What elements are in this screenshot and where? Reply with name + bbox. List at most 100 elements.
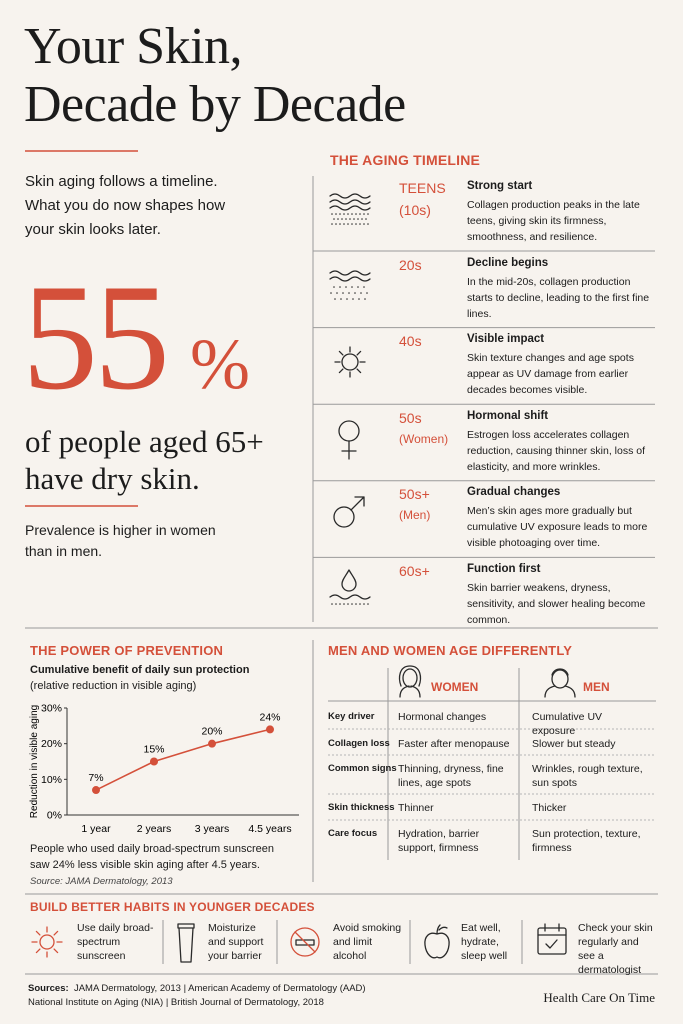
- section-title: THE POWER OF PREVENTION: [30, 643, 224, 658]
- stage: 20s: [399, 256, 422, 273]
- x-tick-label: 1 year: [81, 823, 111, 835]
- cell: Sun protection, texture, firmness: [532, 828, 641, 854]
- stage: 50s+: [399, 486, 430, 503]
- title-line: Decade by Decade: [24, 76, 406, 133]
- stage: 50s: [399, 409, 422, 426]
- cell: Hydration, barrier support, firmness: [398, 828, 480, 854]
- y-tick-label: 20%: [41, 738, 62, 750]
- icon-man: [544, 668, 576, 698]
- chart-note: People who used daily broad-spectrum sun…: [30, 843, 274, 871]
- stage-text: Skin barrier weakens, dryness, sensitivi…: [467, 582, 646, 626]
- cell: Thinner: [398, 802, 434, 814]
- stage-heading: Gradual changes: [467, 486, 561, 499]
- section-title: BUILD BETTER HABITS IN YOUNGER DECADES: [30, 900, 315, 914]
- point: [150, 757, 158, 766]
- table-row-rules: [328, 728, 656, 821]
- icon-female: [338, 420, 360, 460]
- stage-sub: (Women): [399, 431, 449, 446]
- stage-heading: Decline begins: [467, 256, 549, 269]
- stage: TEENS: [399, 180, 446, 196]
- value-label: 20%: [201, 726, 222, 738]
- icon-male: [333, 496, 365, 528]
- column-header: MEN: [583, 680, 610, 694]
- stage-text: In the mid-20s, collagen production star…: [467, 275, 650, 320]
- stat-caption: of people aged 65+ have dry skin.: [25, 424, 264, 496]
- chart: 0% 10% 20% 30%Reduction in visible aging 1 y…: [29, 703, 299, 835]
- icon-skin-layers: [329, 193, 371, 225]
- y-tick-label: 0%: [47, 810, 62, 822]
- sources: Sources: JAMA Dermatology, 2013 | Americ…: [28, 983, 366, 994]
- chart-title: Cumulative benefit of daily sun protecti…: [30, 664, 250, 676]
- stage-text: Collagen production peaks in the late te…: [467, 199, 640, 243]
- x-tick-label: 3 years: [195, 823, 229, 835]
- column-header: WOMEN: [431, 680, 479, 694]
- intro: Skin aging follows a timeline. What you …: [25, 173, 226, 238]
- stat-note: Prevalence is higher in women than in me…: [25, 522, 216, 559]
- icon-skin-thinning: [329, 270, 371, 300]
- habit: Eat well, hydrate, sleep well: [461, 922, 508, 962]
- stage-heading: Strong start: [467, 180, 533, 192]
- row-label: Key driver: [328, 711, 375, 722]
- x-tick-label: 2 years: [137, 823, 171, 835]
- row-label: Care focus: [328, 828, 378, 839]
- habit: Avoid smoking and limit alcohol: [333, 922, 402, 962]
- brand: Health Care On Time: [543, 990, 655, 1005]
- stage-text: Skin texture changes and age spots appea…: [467, 352, 634, 397]
- row-label: Collagen loss: [328, 738, 390, 749]
- stat-unit: %: [190, 324, 250, 404]
- icon-sun: [334, 346, 366, 378]
- cell: Thinning, dryness, fine lines, age spots: [398, 763, 504, 789]
- cell: Thicker: [532, 802, 567, 814]
- point: [92, 786, 100, 795]
- icon-tube: [177, 923, 195, 963]
- cell: Hormonal changes: [398, 711, 487, 723]
- icon-no-smoking: [290, 927, 320, 957]
- value-label: 7%: [88, 772, 103, 784]
- cell: Cumulative UV exposure: [532, 711, 603, 737]
- habit: Use daily broad-spectrum sunscreen: [77, 922, 154, 962]
- table-rules: [328, 668, 656, 860]
- stage-heading: Function first: [467, 563, 541, 575]
- section-title: THE AGING TIMELINE: [330, 152, 481, 168]
- habit: Check your skin regularly and see a derm…: [578, 922, 653, 976]
- chart-subtitle: (relative reduction in visible aging): [30, 680, 197, 692]
- stage: 60s+: [399, 563, 430, 579]
- stage-text: Estrogen loss accelerates collagen reduc…: [467, 428, 646, 473]
- cell: Slower but steady: [532, 738, 616, 750]
- point: [208, 739, 216, 748]
- cell: Wrinkles, rough texture, sun spots: [532, 763, 643, 789]
- icon-calendar: [537, 923, 567, 955]
- line: [95, 728, 271, 791]
- y-tick-label: 30%: [41, 703, 62, 715]
- title-line: Your Skin,: [24, 18, 243, 75]
- y-tick-label: 10%: [41, 774, 62, 786]
- cell: Faster after menopause: [398, 738, 510, 750]
- value-label: 24%: [259, 711, 280, 723]
- stage-sub: (Men): [399, 508, 431, 523]
- title: Your Skin, Decade by Decade: [24, 18, 406, 134]
- stage-sub: (10s): [399, 202, 431, 218]
- x-tick-label: 4.5 years: [248, 823, 291, 835]
- row-label: Skin thickness: [328, 802, 395, 813]
- icon-woman: [398, 665, 422, 698]
- habit-dividers: [162, 920, 523, 964]
- row-label: Common signs: [328, 763, 397, 774]
- sources-label: Sources:: [28, 983, 69, 994]
- y-axis-label: Reduction in visible aging: [29, 705, 40, 818]
- icon-drop: [329, 569, 371, 605]
- stage: 40s: [399, 333, 422, 350]
- source-line: JAMA Dermatology, 2013 | American Academ…: [73, 983, 366, 994]
- source-line: National Institute on Aging (NIA) | Brit…: [28, 997, 324, 1008]
- icon-apple: [424, 924, 450, 959]
- stat-number: 55: [22, 253, 170, 421]
- stage-text: Men’s skin ages more gradually but cumul…: [467, 505, 648, 550]
- stage-heading: Hormonal shift: [467, 409, 549, 422]
- stage-heading: Visible impact: [467, 333, 545, 346]
- value-label: 15%: [143, 744, 164, 756]
- icon-sunscreen-sun: [31, 926, 63, 958]
- point: [266, 725, 274, 734]
- section-title: MEN AND WOMEN AGE DIFFERENTLY: [328, 643, 573, 658]
- habit: Moisturize and support your barrier: [208, 922, 264, 962]
